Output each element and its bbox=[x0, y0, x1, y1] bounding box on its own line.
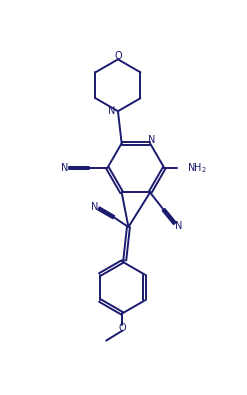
Text: O: O bbox=[119, 323, 126, 333]
Text: NH$_2$: NH$_2$ bbox=[187, 161, 207, 175]
Text: N: N bbox=[108, 106, 115, 116]
Text: O: O bbox=[114, 51, 122, 61]
Text: N: N bbox=[175, 221, 183, 231]
Text: N: N bbox=[148, 135, 155, 145]
Text: N: N bbox=[61, 163, 69, 173]
Text: N: N bbox=[91, 202, 98, 212]
